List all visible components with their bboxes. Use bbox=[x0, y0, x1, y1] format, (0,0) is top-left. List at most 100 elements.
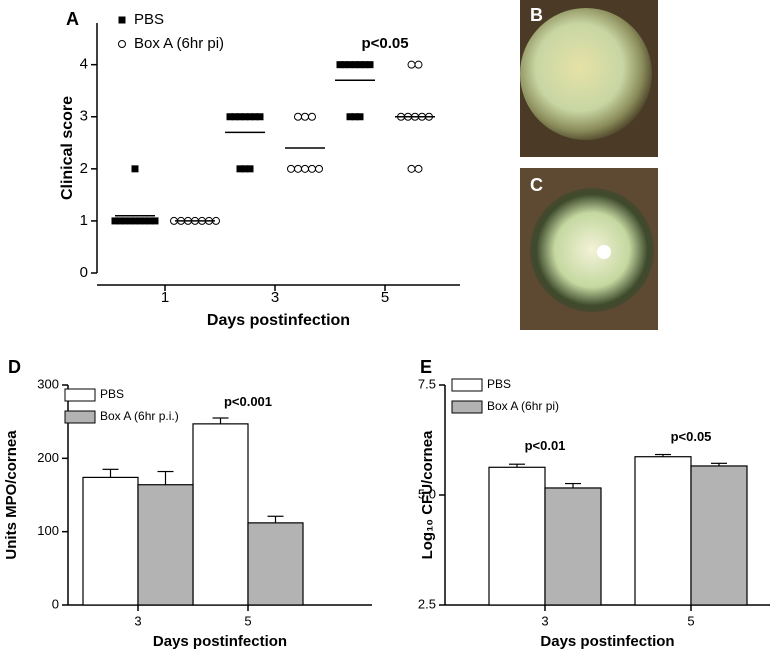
error-bar bbox=[565, 482, 581, 488]
point bbox=[294, 112, 302, 121]
panel-label: D bbox=[8, 357, 21, 377]
point bbox=[146, 217, 154, 225]
bar bbox=[634, 456, 692, 606]
x-tick-label: 1 bbox=[161, 289, 169, 306]
point bbox=[407, 60, 416, 69]
point bbox=[308, 164, 316, 173]
point bbox=[116, 217, 124, 225]
bar bbox=[690, 465, 748, 606]
legend-label: PBS bbox=[100, 387, 124, 401]
point bbox=[256, 113, 264, 121]
point bbox=[407, 164, 416, 173]
error-bar bbox=[157, 470, 174, 485]
y-tick-label: 4 bbox=[80, 56, 88, 73]
point bbox=[111, 217, 119, 225]
panel-label: C bbox=[530, 175, 543, 195]
error-bar bbox=[267, 515, 284, 523]
annotation: p<0.01 bbox=[525, 438, 566, 453]
y-tick-label: 3 bbox=[80, 108, 88, 125]
y-tick-label: 2 bbox=[80, 160, 88, 177]
point bbox=[361, 61, 369, 69]
y-axis-label: Log₁₀ CFU/cornea bbox=[419, 430, 436, 559]
y-tick-label: 200 bbox=[37, 450, 59, 465]
point bbox=[351, 61, 359, 69]
legend-label: Box A (6hr p.i.) bbox=[100, 409, 179, 423]
bar bbox=[137, 484, 194, 606]
point bbox=[246, 113, 254, 121]
point bbox=[236, 113, 244, 121]
point bbox=[251, 113, 259, 121]
legend-label: Box A (6hr pi) bbox=[487, 399, 559, 413]
error-bar bbox=[711, 462, 727, 466]
point bbox=[301, 164, 309, 173]
point bbox=[287, 164, 295, 173]
annotation: p<0.05 bbox=[671, 429, 712, 444]
point bbox=[131, 165, 139, 173]
legend-swatch bbox=[451, 400, 483, 414]
point bbox=[301, 112, 309, 121]
y-tick-label: 1 bbox=[80, 212, 88, 229]
x-axis-label: Days postinfection bbox=[540, 633, 674, 650]
legend-swatch bbox=[64, 388, 96, 402]
x-tick-label: 3 bbox=[541, 613, 548, 628]
error-bar bbox=[509, 463, 525, 468]
error-bar bbox=[655, 453, 671, 457]
point bbox=[241, 165, 249, 173]
point bbox=[356, 113, 364, 121]
bar bbox=[544, 487, 602, 606]
point bbox=[414, 164, 423, 173]
point bbox=[226, 113, 234, 121]
x-tick-label: 5 bbox=[244, 613, 251, 628]
x-tick-label: 3 bbox=[271, 289, 279, 306]
point bbox=[366, 61, 374, 69]
x-tick-label: 5 bbox=[687, 613, 694, 628]
annotation: p<0.001 bbox=[224, 394, 272, 409]
x-tick-label: 5 bbox=[381, 289, 389, 306]
point bbox=[346, 61, 354, 69]
point bbox=[414, 60, 423, 69]
photo-c: C bbox=[520, 168, 658, 330]
point bbox=[341, 61, 349, 69]
point bbox=[151, 217, 159, 225]
bar bbox=[82, 476, 139, 606]
error-bar bbox=[102, 468, 119, 478]
x-tick-label: 3 bbox=[134, 613, 141, 628]
point bbox=[141, 217, 149, 225]
error-bar bbox=[212, 417, 229, 424]
point bbox=[351, 113, 359, 121]
y-tick-label: 5.0 bbox=[418, 486, 436, 501]
y-axis-label: Clinical score bbox=[59, 96, 76, 200]
legend-swatch bbox=[64, 410, 96, 424]
photo-b: B bbox=[520, 0, 658, 157]
y-tick-label: 0 bbox=[52, 596, 59, 611]
bar bbox=[247, 522, 304, 606]
panel-label: E bbox=[420, 357, 432, 377]
x-axis-label: Days postinfection bbox=[207, 312, 350, 329]
y-tick-label: 100 bbox=[37, 523, 59, 538]
y-axis-label: Units MPO/cornea bbox=[3, 430, 20, 560]
point bbox=[131, 217, 139, 225]
bar bbox=[488, 466, 546, 606]
legend-label: PBS bbox=[134, 11, 164, 28]
x-axis-label: Days postinfection bbox=[153, 633, 287, 650]
legend-swatch bbox=[451, 378, 483, 392]
point bbox=[236, 165, 244, 173]
point bbox=[126, 217, 134, 225]
point bbox=[136, 217, 144, 225]
panel-label: B bbox=[530, 5, 543, 25]
point bbox=[231, 113, 239, 121]
point bbox=[246, 165, 254, 173]
point bbox=[308, 112, 316, 121]
y-tick-label: 0 bbox=[80, 264, 88, 281]
point bbox=[241, 113, 249, 121]
legend-marker bbox=[118, 16, 126, 24]
y-tick-label: 2.5 bbox=[418, 596, 436, 611]
y-tick-label: 7.5 bbox=[418, 376, 436, 391]
point bbox=[315, 164, 323, 173]
legend-label: PBS bbox=[487, 377, 511, 391]
panel-label: A bbox=[66, 9, 79, 29]
point bbox=[121, 217, 129, 225]
legend-marker bbox=[118, 40, 126, 48]
point bbox=[294, 164, 302, 173]
